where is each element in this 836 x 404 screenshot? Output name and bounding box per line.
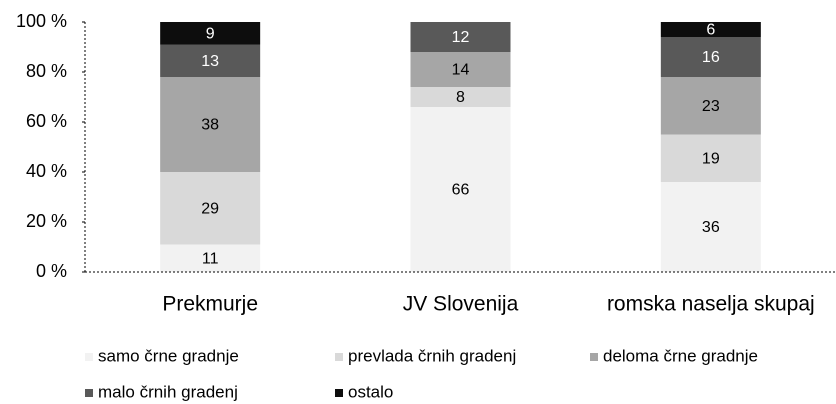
data-label: 29 xyxy=(201,200,219,217)
data-label: 36 xyxy=(702,219,720,236)
bar-segment xyxy=(160,44,261,77)
data-label: 8 xyxy=(456,89,465,106)
data-label: 14 xyxy=(452,62,470,79)
data-label: 11 xyxy=(202,250,219,267)
bar-segment xyxy=(160,172,261,245)
data-label: 6 xyxy=(706,22,715,39)
legend-label: ostalo xyxy=(348,382,393,401)
bar-segment xyxy=(660,134,761,182)
x-tick-label: Prekmurje xyxy=(162,293,258,316)
bar-segment xyxy=(660,37,761,77)
data-label: 23 xyxy=(702,98,720,115)
data-label: 19 xyxy=(702,150,720,167)
legend-swatch xyxy=(85,389,93,397)
data-label: 9 xyxy=(206,25,215,42)
bar-segment xyxy=(410,87,511,107)
data-label: 66 xyxy=(452,182,470,199)
y-tick-label: 100 % xyxy=(16,11,67,31)
bar-segment xyxy=(160,22,261,45)
y-tick-label: 40 % xyxy=(26,161,67,181)
y-tick-label: 80 % xyxy=(26,61,67,81)
legend-swatch xyxy=(335,389,343,397)
bar-segment xyxy=(660,182,761,272)
legend-label: prevlada črnih gradenj xyxy=(348,346,516,365)
data-label: 12 xyxy=(452,29,470,46)
legend-label: samo črne gradnje xyxy=(98,346,239,365)
data-label: 13 xyxy=(201,53,219,70)
legend-label: deloma črne gradnje xyxy=(603,346,758,365)
data-label: 16 xyxy=(702,49,720,66)
bar-segment xyxy=(660,77,761,135)
bar-segment xyxy=(410,52,511,87)
y-tick-label: 0 % xyxy=(36,261,67,281)
bar-segment xyxy=(160,77,261,172)
x-tick-label: romska naselja skupaj xyxy=(607,293,815,316)
legend-swatch xyxy=(85,353,93,361)
bar-segment xyxy=(410,107,511,272)
legend-swatch xyxy=(335,353,343,361)
legend-label: malo črnih gradenj xyxy=(98,382,238,401)
legend-swatch xyxy=(590,353,598,361)
y-tick-label: 20 % xyxy=(26,211,67,231)
y-tick-label: 60 % xyxy=(26,111,67,131)
x-tick-label: JV Slovenija xyxy=(403,293,519,316)
bar-segment xyxy=(660,22,761,37)
bar-segment xyxy=(160,244,261,272)
data-label: 38 xyxy=(201,117,219,134)
bar-segment xyxy=(410,22,511,52)
